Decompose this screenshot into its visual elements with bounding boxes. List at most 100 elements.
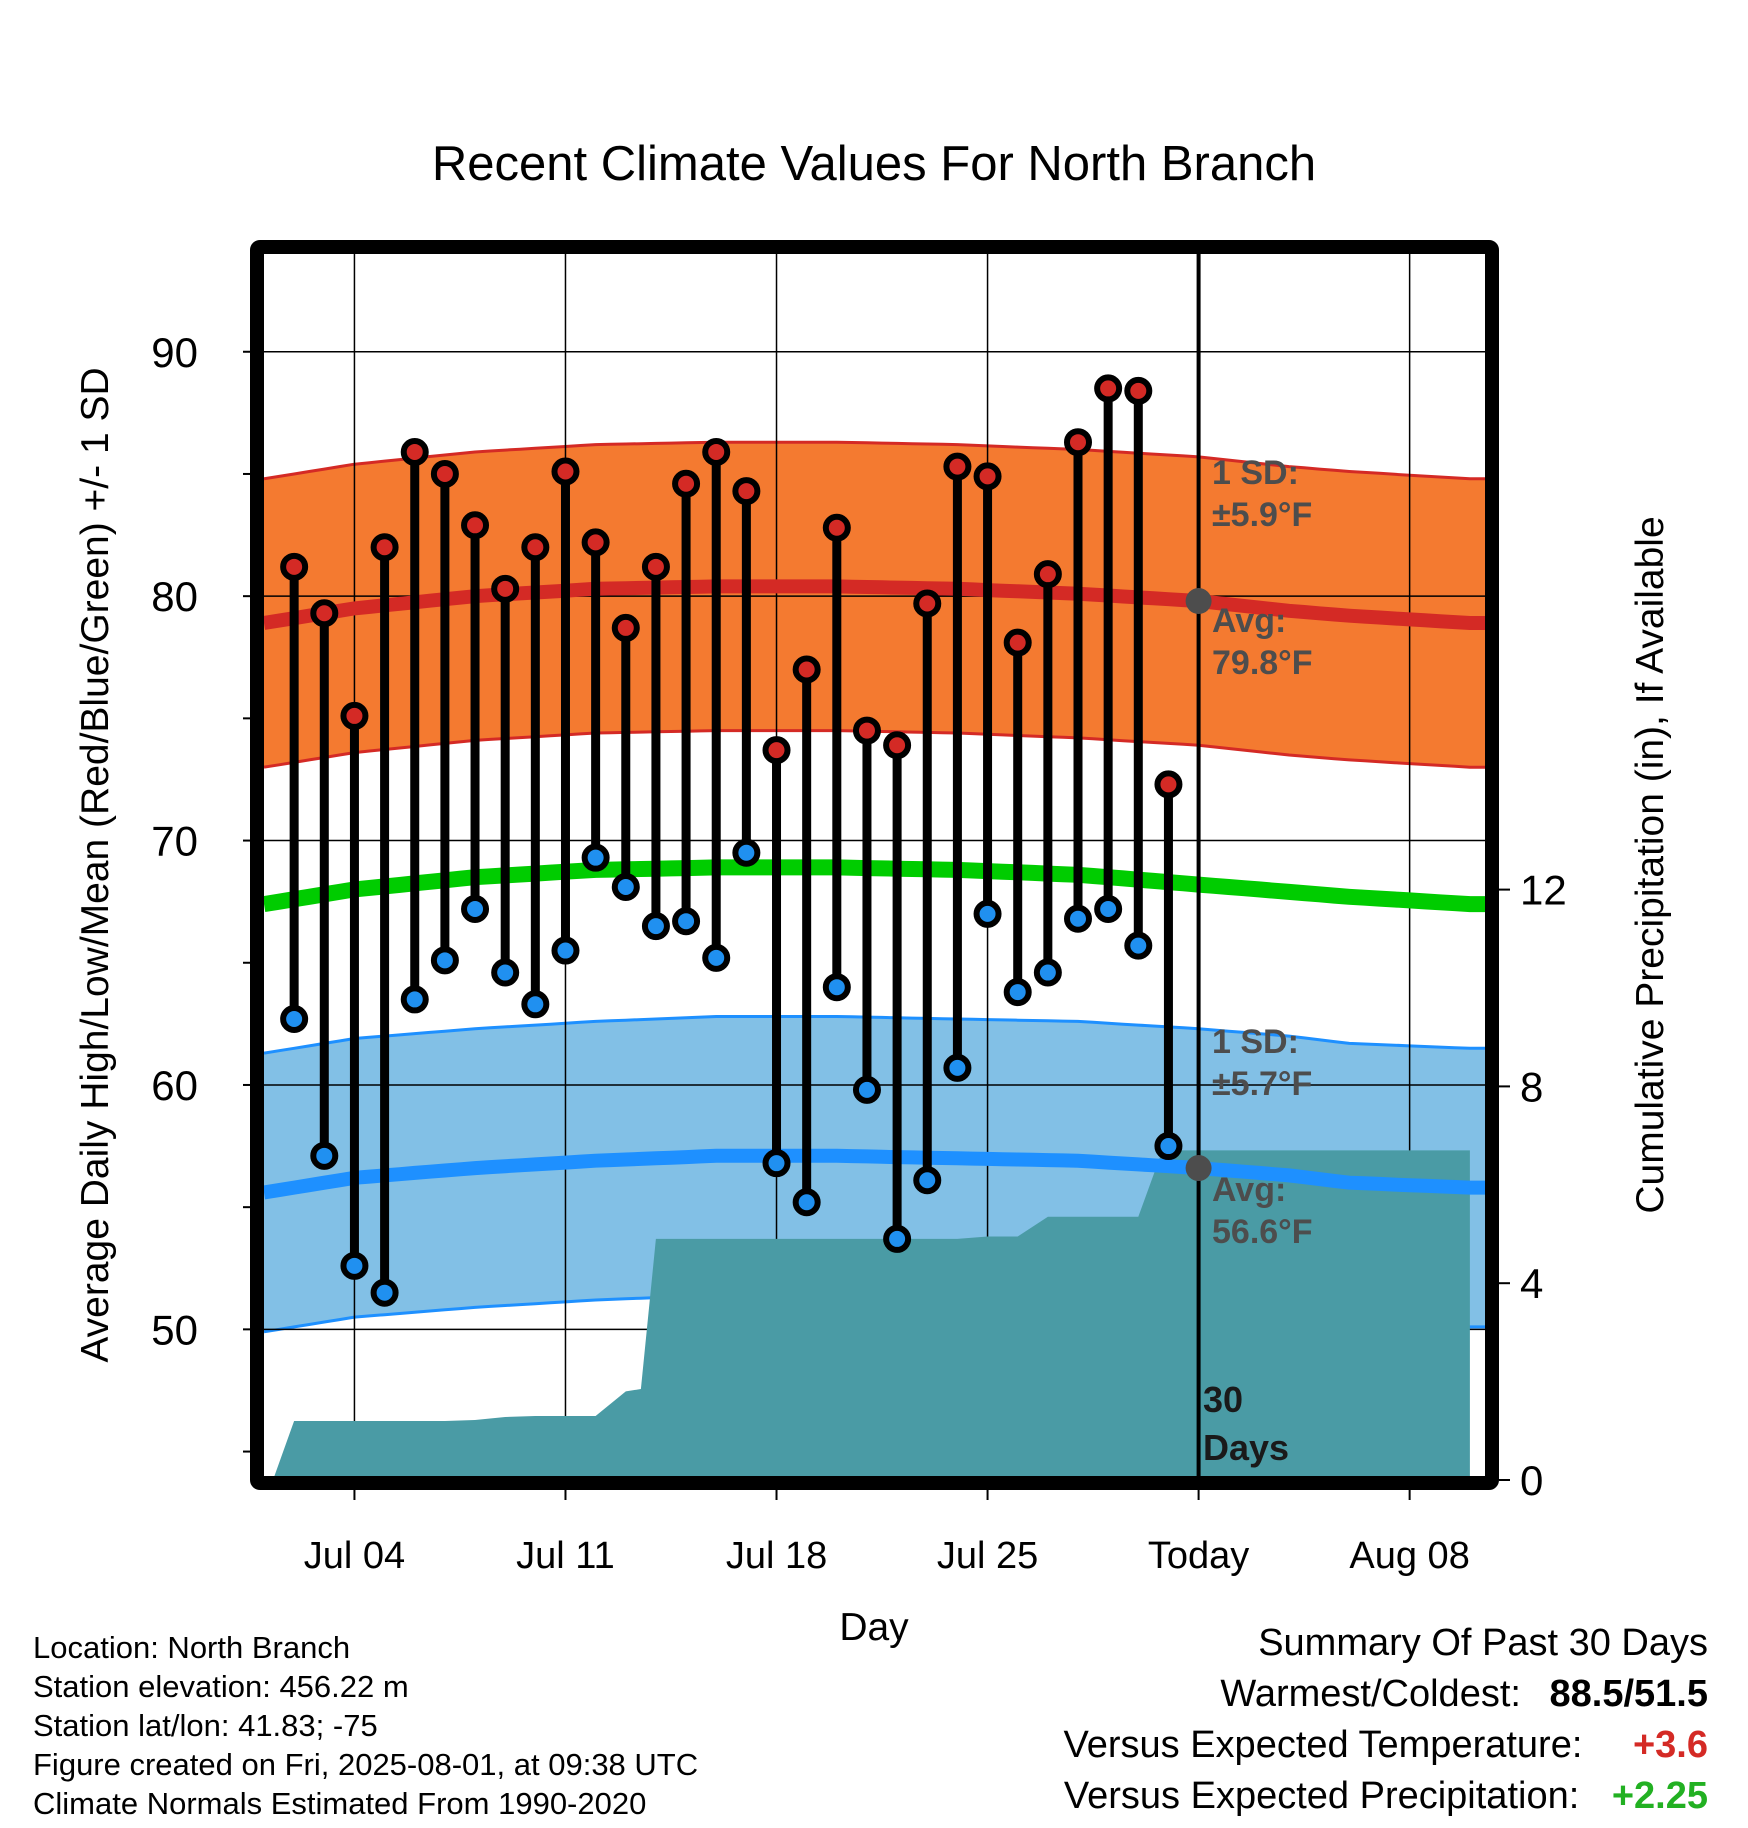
daily-high-point (370, 533, 399, 562)
high-sd-upper-line (264, 440, 1485, 481)
daily-low-point (1033, 958, 1062, 987)
daily-high-point (611, 613, 640, 642)
daily-high-point (491, 574, 520, 603)
daily-high-point (913, 589, 942, 618)
daily-high-point (1124, 376, 1153, 405)
x-tick-label: Jul 18 (726, 1535, 827, 1577)
daily-high-point (1064, 428, 1092, 457)
daily-high-point (762, 736, 791, 765)
summary-warmest: Warmest/Coldest: 88.5/51.5 (1220, 1673, 1708, 1716)
daily-high-point (883, 731, 912, 760)
daily-high-point (551, 457, 580, 486)
info-latlon: Station lat/lon: 41.83; -75 (33, 1708, 378, 1743)
daily-low-point (491, 958, 520, 987)
daily-low-point (1124, 931, 1153, 960)
daily-low-point (1154, 1132, 1183, 1161)
daily-low-point (370, 1278, 399, 1307)
daily-low-point (762, 1149, 791, 1178)
daily-high-point (521, 533, 550, 562)
info-elevation: Station elevation: 456.22 m (33, 1669, 409, 1704)
warmest-value: 88.5/51.5 (1549, 1673, 1708, 1715)
summary-title: Summary Of Past 30 Days (1258, 1622, 1708, 1665)
daily-high-point (310, 599, 339, 628)
daily-low-point (611, 872, 640, 901)
warmest-label: Warmest/Coldest: (1220, 1673, 1521, 1715)
daily-high-point (822, 513, 851, 542)
chart-title: Recent Climate Values For North Branch (432, 137, 1316, 191)
daily-high-point (702, 437, 731, 466)
daily-low-point (430, 946, 459, 975)
daily-high-point (1003, 628, 1032, 657)
summary-title-text: Summary Of Past 30 Days (1258, 1622, 1708, 1664)
daily-high-point (973, 462, 1002, 491)
low-avg-title: Avg: (1212, 1171, 1286, 1209)
low-sd-title: 1 SD: (1212, 1023, 1299, 1061)
y-tick-label: 70 (151, 818, 198, 865)
daily-low-point (340, 1251, 369, 1280)
high-avg-title: Avg: (1212, 602, 1286, 640)
x-tick-label: Aug 08 (1349, 1535, 1469, 1577)
avg-high-line (264, 579, 1485, 630)
x-tick-label: Jul 04 (304, 1535, 405, 1577)
low-sd-upper-line (264, 1015, 1485, 1055)
precip-area (274, 1150, 1470, 1476)
daily-low-point (943, 1053, 972, 1082)
x-tick-label: Jul 11 (516, 1535, 615, 1577)
daily-high-point (461, 511, 490, 540)
summary-temp: Versus Expected Temperature: +3.6 (1063, 1724, 1708, 1767)
daily-low-point (822, 973, 851, 1002)
y2-tick-label: 0 (1520, 1457, 1543, 1504)
daily-low-point (280, 1004, 309, 1033)
daily-high-point (732, 477, 761, 506)
today-avg-high-marker (1185, 588, 1212, 615)
info-created: Figure created on Fri, 2025-08-01, at 09… (33, 1747, 699, 1782)
daily-low-point (672, 907, 701, 936)
daily-high-point (1094, 374, 1123, 403)
y2-axis-label: Cumulative Precipitation (in), If Availa… (1629, 516, 1672, 1213)
x-tick-label: Jul 25 (937, 1535, 1038, 1577)
daily-high-point (340, 701, 369, 730)
y-tick-label: 50 (151, 1306, 198, 1353)
daily-low-point (792, 1188, 821, 1217)
plot-frame (250, 240, 1499, 1490)
daily-high-point (672, 469, 701, 498)
days-word: Days (1203, 1427, 1289, 1468)
daily-low-point (461, 894, 490, 923)
avg-mean-line (264, 859, 1485, 913)
low-sd-value: ±5.7°F (1212, 1065, 1312, 1103)
daily-low-point (1003, 978, 1032, 1007)
temp-value: +3.6 (1632, 1724, 1708, 1766)
daily-low-point (641, 912, 670, 941)
info-location: Location: North Branch (33, 1630, 351, 1665)
daily-high-point (280, 552, 309, 581)
y-tick-label: 80 (151, 573, 198, 620)
x-axis-label: Day (839, 1606, 909, 1649)
daily-low-point (521, 990, 550, 1019)
low-avg-value: 56.6°F (1212, 1213, 1313, 1251)
y-axis-label: Average Daily High/Low/Mean (Red/Blue/Gr… (74, 367, 117, 1362)
x-tick-label: Today (1148, 1535, 1249, 1577)
y2-tick-label: 12 (1520, 867, 1567, 914)
daily-high-point (641, 552, 670, 581)
y2-tick-label: 4 (1520, 1260, 1543, 1307)
daily-low-point (1064, 904, 1092, 933)
daily-high-point (400, 437, 429, 466)
high-sd-value: ±5.9°F (1212, 496, 1312, 534)
daily-low-point (581, 843, 610, 872)
daily-low-point (310, 1141, 339, 1170)
daily-low-point (551, 936, 580, 965)
daily-low-point (1094, 894, 1123, 923)
daily-high-point (430, 459, 459, 488)
daily-low-point (852, 1075, 881, 1104)
daily-low-point (702, 943, 731, 972)
avg-low-line (264, 1148, 1485, 1200)
daily-high-point (792, 655, 821, 684)
temp-label: Versus Expected Temperature: (1063, 1724, 1583, 1766)
daily-high-point (852, 716, 881, 745)
daily-low-point (973, 899, 1002, 928)
daily-low-point (913, 1166, 942, 1195)
y2-tick-label: 8 (1520, 1063, 1543, 1110)
days-number: 30 (1203, 1379, 1243, 1420)
daily-high-point (1154, 770, 1183, 799)
